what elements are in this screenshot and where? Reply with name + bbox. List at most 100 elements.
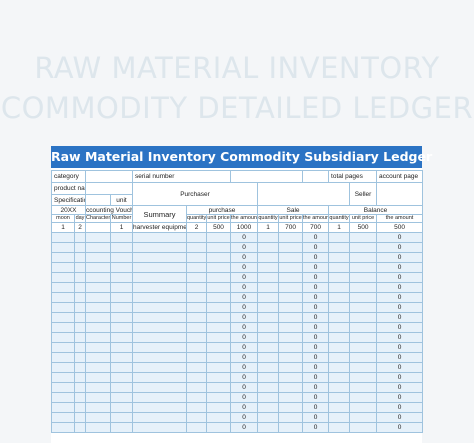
cell[interactable] — [349, 342, 378, 353]
cell[interactable] — [74, 382, 86, 393]
cell-sale-amount[interactable]: 0 — [302, 242, 330, 253]
cell-sale-amount[interactable]: 0 — [302, 262, 330, 273]
cell[interactable] — [257, 242, 280, 253]
cell[interactable] — [51, 342, 75, 353]
cell[interactable] — [257, 322, 280, 333]
cell[interactable] — [186, 412, 207, 423]
cell[interactable] — [328, 262, 351, 273]
cell[interactable] — [328, 252, 351, 263]
cell[interactable] — [328, 232, 351, 243]
cell[interactable] — [349, 362, 378, 373]
cell-purchase-amount[interactable]: 0 — [230, 372, 259, 383]
cell[interactable] — [278, 252, 304, 263]
cell[interactable] — [205, 402, 232, 413]
cell-purchase-amount[interactable]: 0 — [230, 262, 259, 273]
cell-purchase-amount[interactable]: 0 — [230, 312, 259, 323]
cell[interactable] — [257, 252, 280, 263]
cell[interactable] — [328, 382, 351, 393]
cell[interactable] — [186, 362, 207, 373]
cell[interactable] — [85, 282, 111, 293]
cell[interactable] — [328, 392, 351, 403]
cell[interactable] — [186, 272, 207, 283]
cell-purchase-amount[interactable]: 0 — [230, 342, 259, 353]
cell[interactable] — [85, 312, 111, 323]
cell[interactable] — [257, 392, 280, 403]
cell[interactable] — [349, 332, 378, 343]
cell[interactable] — [132, 322, 187, 333]
cell[interactable] — [110, 342, 133, 353]
cell[interactable] — [349, 302, 378, 313]
cell[interactable] — [349, 352, 378, 363]
cell[interactable] — [328, 242, 351, 253]
cell[interactable] — [278, 312, 304, 323]
cell[interactable] — [132, 262, 187, 273]
cell-sale-amount[interactable]: 0 — [302, 302, 330, 313]
cell[interactable] — [328, 312, 351, 323]
cell[interactable] — [328, 342, 351, 353]
cell[interactable] — [186, 312, 207, 323]
cell-sale-unit-price[interactable]: 700 — [278, 222, 304, 233]
cell[interactable] — [51, 332, 75, 343]
cell-purchase-amount[interactable]: 0 — [230, 302, 259, 313]
cell[interactable] — [51, 422, 75, 433]
cell-character[interactable] — [85, 222, 111, 233]
cell[interactable] — [205, 382, 232, 393]
category-value[interactable] — [85, 170, 133, 183]
cell[interactable] — [132, 292, 187, 303]
cell[interactable] — [132, 422, 187, 433]
cell[interactable] — [186, 302, 207, 313]
cell[interactable] — [257, 352, 280, 363]
cell-sale-amount[interactable]: 0 — [302, 342, 330, 353]
cell[interactable] — [186, 392, 207, 403]
cell[interactable] — [328, 352, 351, 363]
cell-balance-amount[interactable]: 0 — [376, 362, 424, 373]
cell[interactable] — [205, 422, 232, 433]
cell[interactable] — [278, 272, 304, 283]
specification-value[interactable] — [85, 194, 111, 206]
cell[interactable] — [132, 362, 187, 373]
cell[interactable] — [132, 312, 187, 323]
cell[interactable] — [257, 422, 280, 433]
cell[interactable] — [110, 412, 133, 423]
cell-balance-amount[interactable]: 0 — [376, 402, 424, 413]
cell-purchase-amount[interactable]: 0 — [230, 232, 259, 243]
cell-purchase-amount[interactable]: 0 — [230, 292, 259, 303]
cell[interactable] — [110, 272, 133, 283]
cell-balance-amount[interactable]: 0 — [376, 282, 424, 293]
cell[interactable] — [328, 372, 351, 383]
cell[interactable] — [85, 332, 111, 343]
cell[interactable] — [51, 412, 75, 423]
cell[interactable] — [51, 382, 75, 393]
product-name-value[interactable] — [85, 182, 133, 195]
cell-sale-amount[interactable]: 0 — [302, 382, 330, 393]
cell[interactable] — [110, 252, 133, 263]
cell[interactable] — [74, 402, 86, 413]
cell[interactable] — [85, 242, 111, 253]
cell[interactable] — [257, 362, 280, 373]
cell[interactable] — [110, 422, 133, 433]
cell[interactable] — [110, 262, 133, 273]
cell[interactable] — [328, 422, 351, 433]
cell[interactable] — [186, 372, 207, 383]
cell[interactable] — [85, 292, 111, 303]
cell-sale-amount[interactable]: 700 — [302, 222, 330, 233]
cell[interactable] — [278, 322, 304, 333]
cell-sale-amount[interactable]: 0 — [302, 412, 330, 423]
cell[interactable] — [110, 242, 133, 253]
cell[interactable] — [74, 392, 86, 403]
cell[interactable] — [74, 332, 86, 343]
cell[interactable] — [257, 302, 280, 313]
cell-purchase-amount[interactable]: 0 — [230, 322, 259, 333]
purchaser-value[interactable] — [257, 182, 351, 206]
cell[interactable] — [85, 342, 111, 353]
cell-sale-quantity[interactable]: 1 — [257, 222, 280, 233]
cell[interactable] — [74, 252, 86, 263]
cell[interactable] — [349, 402, 378, 413]
cell[interactable] — [205, 322, 232, 333]
cell[interactable] — [110, 292, 133, 303]
cell[interactable] — [205, 352, 232, 363]
cell[interactable] — [278, 232, 304, 243]
cell[interactable] — [328, 322, 351, 333]
cell[interactable] — [51, 232, 75, 243]
cell-balance-amount[interactable]: 0 — [376, 422, 424, 433]
